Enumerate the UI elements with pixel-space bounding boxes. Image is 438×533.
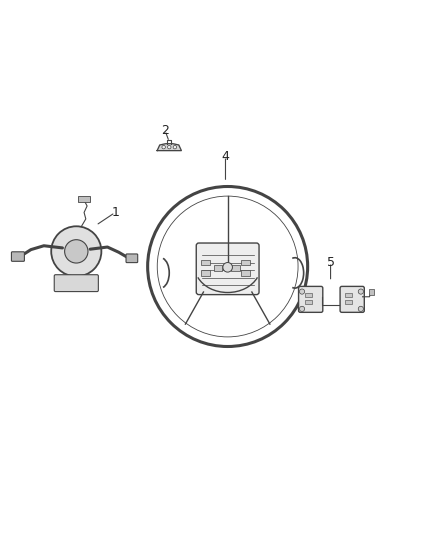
Text: 5: 5 bbox=[327, 256, 335, 269]
Bar bbox=[241, 270, 250, 276]
Bar bbox=[78, 197, 90, 202]
Bar bbox=[201, 260, 210, 265]
Text: 4: 4 bbox=[222, 150, 230, 163]
Circle shape bbox=[65, 240, 88, 263]
Circle shape bbox=[300, 289, 304, 294]
Bar bbox=[345, 300, 352, 304]
Polygon shape bbox=[157, 144, 181, 151]
FancyBboxPatch shape bbox=[126, 254, 138, 263]
Text: 1: 1 bbox=[111, 206, 119, 219]
Bar bbox=[304, 300, 311, 304]
Bar bbox=[231, 265, 240, 271]
Circle shape bbox=[173, 146, 177, 149]
Circle shape bbox=[358, 289, 364, 294]
Bar bbox=[201, 270, 210, 276]
Circle shape bbox=[162, 146, 166, 149]
Circle shape bbox=[168, 146, 171, 149]
Bar bbox=[304, 293, 311, 297]
Circle shape bbox=[223, 262, 233, 272]
FancyBboxPatch shape bbox=[299, 286, 323, 312]
FancyBboxPatch shape bbox=[54, 274, 99, 292]
Circle shape bbox=[358, 306, 364, 311]
Circle shape bbox=[300, 306, 304, 311]
FancyBboxPatch shape bbox=[196, 243, 259, 295]
Circle shape bbox=[51, 227, 101, 277]
Bar bbox=[369, 288, 374, 295]
Text: 2: 2 bbox=[161, 124, 169, 137]
FancyBboxPatch shape bbox=[11, 252, 25, 261]
Bar bbox=[214, 265, 223, 271]
FancyBboxPatch shape bbox=[340, 286, 364, 312]
Bar bbox=[241, 260, 250, 265]
Bar bbox=[345, 293, 352, 297]
